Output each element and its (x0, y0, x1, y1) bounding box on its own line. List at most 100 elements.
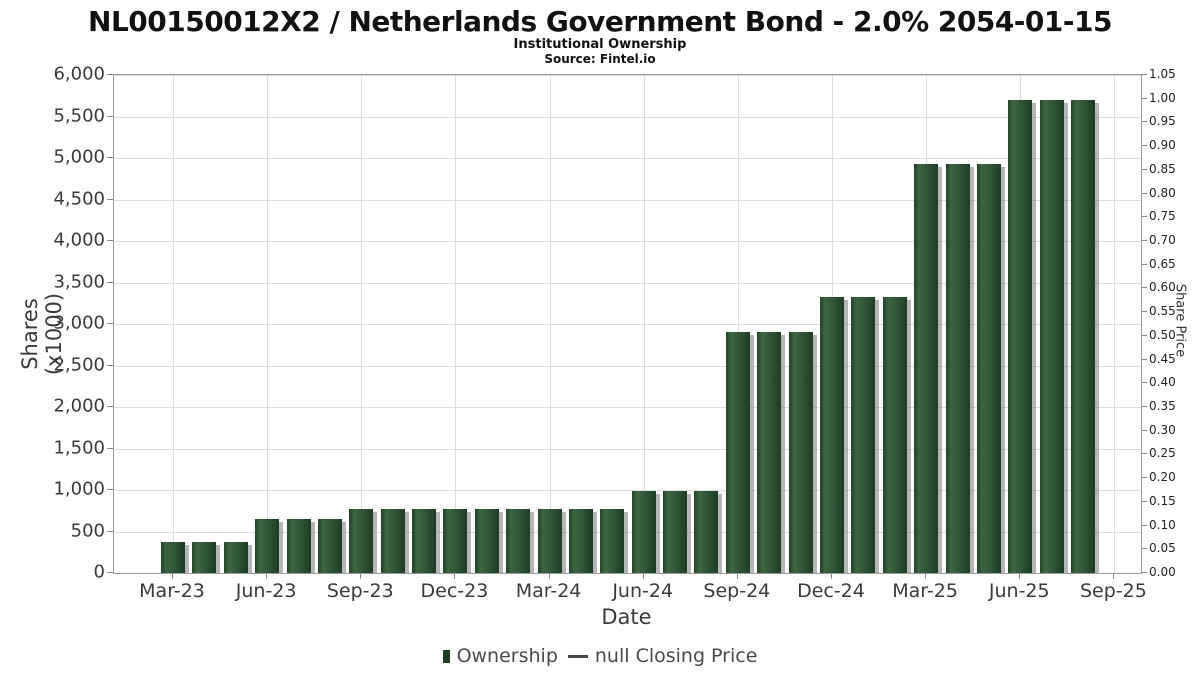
x-tick-label: Mar-25 (892, 580, 958, 602)
bar-jul-23[interactable] (286, 518, 311, 573)
y-tick-mark-right (1141, 121, 1147, 123)
bar-apr-25[interactable] (945, 164, 970, 573)
bar-jan-24[interactable] (474, 509, 499, 573)
bar-jan-25[interactable] (851, 297, 876, 573)
bar-apr-24[interactable] (568, 509, 593, 573)
bar-sep-24[interactable] (725, 332, 750, 573)
y-tick-mark-right (1141, 406, 1147, 407)
bar-jun-25[interactable] (1008, 99, 1033, 573)
x-tick-label: Sep-25 (1079, 580, 1147, 602)
legend-label-ownership: Ownership (456, 645, 558, 667)
chart-source: Source: Fintel.io (544, 52, 656, 66)
y-tick-label-right: 0.00 (1149, 565, 1176, 579)
x-axis-title-date: Date (601, 605, 652, 629)
y-tick-label-left: 6,000 (53, 63, 105, 85)
gridline-horizontal (114, 199, 1141, 201)
y-tick-label-right: 0.60 (1149, 280, 1176, 295)
bar-mar-24[interactable] (537, 509, 562, 573)
y-tick-label-right: 1.00 (1149, 90, 1176, 105)
gridline-vertical (361, 75, 363, 573)
x-tick-mark (642, 573, 644, 579)
y-tick-label-left: 4,500 (53, 188, 105, 209)
plot-area (113, 74, 1142, 574)
y-tick-mark-right (1141, 500, 1147, 502)
y-tick-label-right: 0.55 (1149, 304, 1176, 319)
legend-label-closing-price: null Closing Price (594, 645, 758, 667)
y-tick-mark-right (1141, 382, 1147, 384)
y-tick-mark-left (107, 572, 113, 573)
bar-aug-25[interactable] (1071, 99, 1096, 573)
y-tick-mark-left (107, 240, 113, 241)
y-tick-mark-right (1141, 548, 1147, 550)
y-tick-mark-left (107, 447, 113, 449)
y-tick-label-right: 0.75 (1149, 209, 1176, 224)
bar-dec-24[interactable] (819, 297, 844, 573)
y-tick-label-left: 1,500 (53, 437, 105, 458)
gridline-vertical (267, 75, 269, 573)
x-tick-label: Jun-23 (235, 580, 297, 602)
gridline-vertical (455, 75, 457, 573)
bar-sep-23[interactable] (349, 509, 374, 573)
y-tick-mark-left (107, 157, 113, 158)
y-tick-label-right: 0.05 (1149, 541, 1176, 556)
y-tick-label-left: 500 (70, 520, 105, 541)
bar-jun-24[interactable] (631, 491, 656, 573)
bar-apr-23[interactable] (192, 542, 217, 573)
gridline-vertical (1114, 75, 1116, 573)
y-tick-mark-left (107, 115, 113, 117)
bar-may-24[interactable] (600, 509, 625, 573)
y-tick-mark-right (1141, 429, 1147, 431)
bar-oct-24[interactable] (757, 332, 782, 573)
bar-mar-25[interactable] (914, 164, 939, 573)
y-tick-label-right: 0.40 (1149, 375, 1176, 390)
gridline-horizontal (114, 241, 1141, 242)
gridline-horizontal (114, 158, 1141, 159)
y-tick-mark-right (1141, 263, 1147, 265)
bar-dec-23[interactable] (443, 509, 468, 573)
bar-nov-24[interactable] (788, 332, 813, 573)
bar-jul-25[interactable] (1039, 99, 1064, 573)
bar-nov-23[interactable] (412, 509, 437, 573)
bar-feb-24[interactable] (506, 509, 531, 573)
y-tick-label-left: 5,000 (53, 146, 105, 168)
y-tick-mark-right (1141, 477, 1147, 479)
bar-aug-23[interactable] (317, 518, 342, 573)
y-tick-mark-right (1141, 287, 1147, 289)
bar-jun-23[interactable] (255, 518, 280, 573)
y-tick-label-right: 0.90 (1149, 138, 1176, 153)
bar-mar-23[interactable] (161, 542, 185, 573)
bar-may-23[interactable] (223, 542, 248, 573)
y-tick-label-right: 0.20 (1149, 470, 1176, 485)
bar-jul-24[interactable] (663, 491, 688, 573)
y-tick-label-right: 0.85 (1149, 161, 1176, 176)
bar-aug-24[interactable] (694, 491, 719, 573)
x-tick-mark (1019, 573, 1021, 579)
gridline-horizontal (114, 448, 1141, 450)
y-tick-mark-right (1141, 240, 1147, 241)
y-tick-mark-left (107, 74, 113, 75)
gridline-vertical (643, 75, 645, 573)
bar-feb-25[interactable] (882, 297, 907, 573)
y-tick-mark-left (107, 281, 113, 283)
y-tick-mark-left (107, 364, 113, 366)
chart-title: NL00150012X2 / Netherlands Government Bo… (88, 5, 1112, 38)
gridline-horizontal (114, 282, 1141, 284)
y-tick-label-right: 0.35 (1149, 399, 1176, 413)
y-tick-mark-left (107, 323, 113, 324)
x-tick-mark (172, 573, 173, 579)
x-tick-mark (266, 573, 268, 579)
y-tick-mark-right (1141, 524, 1147, 526)
legend-item-closing-price[interactable]: null Closing Price (567, 645, 758, 667)
x-tick-mark (925, 573, 927, 579)
x-tick-label: Dec-24 (797, 580, 865, 602)
gridline-horizontal (114, 75, 1141, 76)
gridline-horizontal (114, 490, 1141, 491)
legend-item-ownership[interactable]: Ownership (442, 645, 558, 667)
bar-oct-23[interactable] (380, 509, 405, 573)
y-tick-mark-left (107, 489, 113, 490)
y-tick-mark-right (1141, 74, 1147, 75)
x-tick-label: Sep-23 (326, 580, 394, 602)
gridline-horizontal (114, 531, 1141, 533)
bar-may-25[interactable] (976, 164, 1001, 573)
y-tick-mark-right (1141, 145, 1147, 147)
